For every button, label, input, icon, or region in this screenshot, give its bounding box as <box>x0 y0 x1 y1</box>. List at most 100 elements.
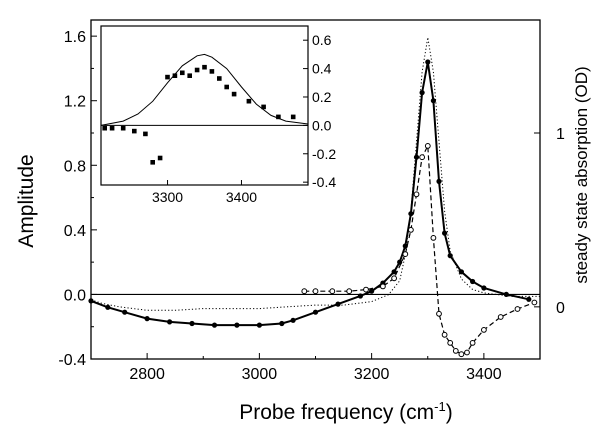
inset-data-square <box>143 131 148 137</box>
data-point-filled <box>144 316 150 322</box>
inset-fit-line <box>100 53 309 126</box>
inset-data-square <box>165 74 170 80</box>
x-axis-title-suffix: ) <box>446 401 453 424</box>
data-point-filled <box>105 304 111 310</box>
series-steady-state-line <box>90 37 540 311</box>
main-plot: 2800 3000 3200 3400 -0.4 0.0 0.4 0.8 1.2 1.6 0 1 <box>58 19 565 383</box>
data-point-open <box>312 288 319 295</box>
y-axis-title-right: steady state absorption (OD) <box>572 66 591 283</box>
inset-x-tick-label: 3400 <box>226 189 257 205</box>
data-point-filled <box>335 301 341 307</box>
inset-data-square <box>276 114 281 120</box>
data-point-filled <box>391 269 397 275</box>
data-point-filled <box>430 98 436 104</box>
data-point-filled <box>397 259 403 265</box>
data-point-filled <box>425 59 431 65</box>
series-dashed-line <box>304 143 535 355</box>
data-point-open <box>301 288 308 295</box>
data-point-open <box>497 314 504 320</box>
x-tick-label: 3000 <box>242 366 278 383</box>
inset-data-square <box>246 98 252 104</box>
data-point-open <box>436 310 442 317</box>
data-point-filled <box>442 230 448 236</box>
inset-y-tick-label: 0.6 <box>312 32 332 48</box>
data-point-open <box>413 191 420 198</box>
inset-y-tick-label: 0.4 <box>312 61 332 77</box>
data-point-filled <box>167 319 173 325</box>
data-point-filled <box>88 298 94 304</box>
data-point-open <box>447 340 454 346</box>
data-point-open <box>424 143 431 149</box>
y-right-tick-label: 0 <box>556 300 565 317</box>
data-point-filled <box>312 309 319 315</box>
data-point-filled <box>234 322 240 328</box>
data-point-open <box>329 288 336 295</box>
data-point-filled <box>470 278 476 285</box>
data-point-filled <box>419 90 425 96</box>
data-point-filled <box>402 243 408 249</box>
inset-plot: 3300 3400 0.6 0.4 0.2 0.0 -0.2 -0.4 <box>100 25 336 205</box>
data-point-open <box>514 306 521 312</box>
inset-frame <box>100 25 309 186</box>
data-point-open <box>391 275 398 282</box>
inset-data-square <box>180 70 185 76</box>
data-point-filled <box>290 317 296 323</box>
inset-y-tick-label: -0.2 <box>312 146 336 162</box>
data-point-filled <box>122 309 128 315</box>
inset-data-square <box>157 155 163 161</box>
x-axis-title-sup: -1 <box>434 399 446 414</box>
inset-data-square <box>224 84 229 90</box>
inset-data-square <box>217 76 222 81</box>
inset-data-square <box>172 73 178 78</box>
data-point-filled <box>211 322 218 328</box>
y-tick-label: 0.4 <box>64 223 86 240</box>
data-point-filled <box>189 320 195 327</box>
data-point-open <box>402 251 409 258</box>
data-point-open <box>346 288 353 295</box>
x-axis-title: Probe frequency (cm-1) <box>239 399 452 424</box>
data-point-open <box>452 348 459 354</box>
inset-data-square <box>202 64 207 70</box>
data-point-filled <box>503 291 509 297</box>
y-tick-label: 0.0 <box>64 287 86 304</box>
data-point-filled <box>357 293 363 299</box>
data-point-filled <box>481 285 487 291</box>
inset-data-square <box>102 125 107 131</box>
y-tick-label: 1.6 <box>64 29 86 46</box>
inset-data-square <box>231 91 237 97</box>
inset-data-square <box>261 104 266 110</box>
inset-data-square <box>290 114 296 120</box>
data-point-filled <box>408 211 414 217</box>
x-tick-label: 3400 <box>466 366 502 383</box>
data-point-open <box>441 331 448 338</box>
data-point-filled <box>413 154 420 160</box>
inset-data-square <box>187 73 192 78</box>
data-point-filled <box>369 288 375 294</box>
data-point-open <box>469 340 476 346</box>
data-point-filled <box>526 296 532 302</box>
inset-x-tick-label: 3300 <box>152 189 183 205</box>
inset-data-square <box>109 125 115 131</box>
data-point-open <box>481 327 487 333</box>
data-point-open <box>531 299 538 306</box>
data-point-open <box>363 286 369 293</box>
inset-data-square <box>209 69 215 74</box>
inset-data-square <box>194 67 200 73</box>
data-point-open <box>408 227 414 233</box>
x-axis-title-main: Probe frequency (cm <box>239 401 434 424</box>
data-point-open <box>419 154 426 161</box>
series-solid-line <box>90 61 530 327</box>
inset-data-square <box>150 160 155 165</box>
inset-y-tick-label: -0.4 <box>312 174 336 190</box>
inset-y-tick-label: 0.2 <box>312 89 332 105</box>
y-tick-label: 1.2 <box>64 94 86 111</box>
x-tick-label: 3200 <box>354 366 390 383</box>
x-tick-label: 2800 <box>129 366 165 383</box>
y-tick-label: 0.8 <box>64 158 86 175</box>
y-tick-label: -0.4 <box>58 352 86 369</box>
data-point-filled <box>458 269 464 275</box>
y-axis-title: Amplitude <box>15 154 38 247</box>
data-point-filled <box>256 322 262 328</box>
data-point-open <box>380 283 386 290</box>
